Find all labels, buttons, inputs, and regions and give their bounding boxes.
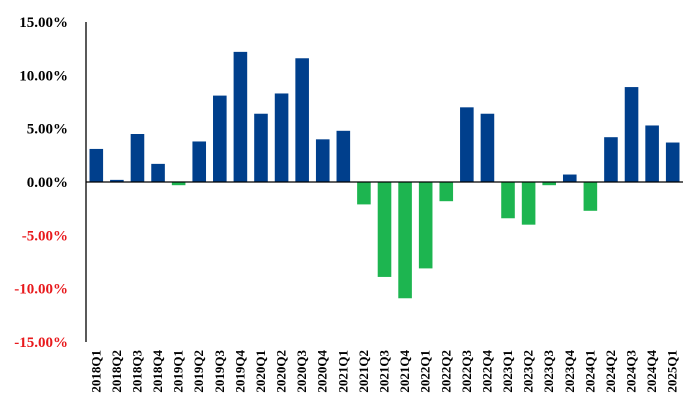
x-tick-label: 2024Q4 — [644, 350, 659, 393]
x-tick-label: 2018Q4 — [150, 350, 165, 393]
x-tick-label: 2020Q2 — [274, 350, 289, 393]
bar-2020Q1 — [254, 113, 268, 182]
x-tick-label: 2023Q1 — [500, 350, 515, 393]
bar-2018Q3 — [130, 134, 145, 182]
y-axis-ticks: 15.00% 10.00% 5.00% 0.00% -5.00% -10.00% -15.0… — [14, 15, 68, 351]
y-tick-label: 5.00% — [27, 122, 68, 138]
x-tick-label: 2023Q3 — [541, 350, 556, 393]
x-tick-label: 2022Q1 — [418, 350, 433, 393]
x-tick-label: 2023Q2 — [521, 350, 536, 393]
bar-2023Q3 — [542, 182, 556, 186]
bar-2022Q1 — [418, 182, 433, 269]
y-tick-label: 0.00% — [27, 175, 68, 191]
x-tick-label: 2020Q3 — [294, 350, 309, 393]
bar-2020Q2 — [274, 93, 289, 182]
bar-2019Q2 — [192, 141, 207, 182]
x-tick-label: 2019Q4 — [232, 350, 247, 393]
bar-2024Q2 — [604, 137, 618, 182]
bar-2023Q2 — [521, 182, 536, 225]
bar-2023Q4 — [562, 174, 577, 182]
bar-2019Q1 — [171, 182, 186, 186]
x-tick-label: 2023Q4 — [562, 350, 577, 393]
y-tick-label: -5.00% — [22, 228, 68, 244]
x-tick-label: 2018Q3 — [129, 350, 144, 393]
x-tick-label: 2019Q1 — [171, 350, 186, 393]
bar-2022Q2 — [439, 182, 454, 202]
bar-2021Q2 — [357, 182, 371, 205]
bar-2020Q4 — [315, 139, 330, 182]
bar-2025Q1 — [665, 142, 680, 182]
bars-group — [89, 51, 680, 299]
bar-2018Q4 — [151, 163, 165, 182]
bar-2022Q4 — [480, 113, 495, 182]
x-tick-label: 2024Q2 — [603, 350, 618, 393]
x-tick-label: 2022Q2 — [438, 350, 453, 393]
x-tick-label: 2019Q3 — [212, 350, 227, 393]
y-tick-label: 10.00% — [19, 68, 68, 84]
x-tick-label: 2022Q4 — [479, 350, 494, 393]
x-tick-label: 2021Q1 — [335, 350, 350, 393]
x-tick-label: 2024Q3 — [624, 350, 639, 393]
bar-2020Q3 — [295, 58, 309, 182]
bar-2021Q1 — [336, 130, 351, 182]
bar-2019Q3 — [213, 95, 227, 182]
x-tick-label: 2020Q4 — [315, 350, 330, 393]
bar-2024Q3 — [624, 87, 639, 182]
bar-2022Q3 — [460, 107, 474, 182]
bar-2021Q3 — [377, 182, 392, 277]
x-tick-label: 2018Q2 — [109, 350, 124, 393]
bar-2021Q4 — [398, 182, 412, 299]
bar-2024Q1 — [583, 182, 598, 211]
x-tick-label: 2020Q1 — [253, 350, 268, 393]
bar-2019Q4 — [233, 51, 248, 183]
bar-2024Q4 — [645, 125, 659, 182]
x-tick-label: 2025Q1 — [665, 350, 680, 393]
x-tick-label: 2024Q1 — [582, 350, 597, 393]
x-tick-label: 2021Q4 — [397, 350, 412, 393]
y-tick-label: -15.00% — [14, 335, 68, 351]
x-tick-label: 2019Q2 — [191, 350, 206, 393]
x-tick-label: 2018Q1 — [88, 350, 103, 393]
bar-2023Q1 — [501, 182, 515, 219]
bar-2018Q1 — [89, 148, 104, 182]
x-tick-label: 2021Q2 — [356, 350, 371, 393]
x-axis-category-labels: 2018Q1 2018Q2 2018Q3 2018Q4 2019Q1 2019Q2 2019… — [88, 350, 679, 393]
y-tick-label: 15.00% — [19, 15, 68, 31]
x-tick-label: 2021Q3 — [377, 350, 392, 393]
x-tick-label: 2022Q3 — [459, 350, 474, 393]
bar-2018Q2 — [110, 179, 124, 182]
y-tick-label: -10.00% — [14, 282, 68, 298]
